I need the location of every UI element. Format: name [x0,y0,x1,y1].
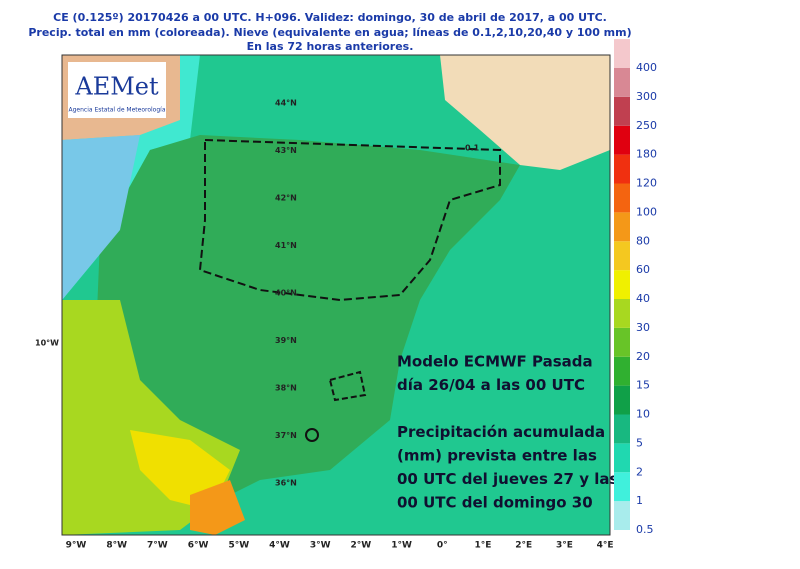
lat-label: 40°N [275,289,297,298]
annotation: (mm) prevista entre las [397,447,597,465]
france [440,55,610,170]
logo-subtitle: Agencia Estatal de Meteorología [69,107,166,114]
lat-label: 38°N [275,384,297,393]
legend-label: 300 [636,90,657,103]
lon-label: 4°E [597,541,614,551]
legend-label: 40 [636,292,650,305]
legend-swatch [614,443,630,473]
galicia [62,135,140,300]
snow-contour [328,370,367,402]
logo-name: AEMet [74,73,159,101]
legend-swatch [614,356,630,386]
contour-label: 0.1 [465,144,480,153]
annotation: 00 UTC del domingo 30 [397,494,593,512]
legend-swatch [614,414,630,444]
lon-label: 2°W [351,541,372,551]
legend-label: 1 [636,494,643,507]
lon-label: 8°W [106,541,127,551]
lon-label: 3°E [556,541,573,551]
legend-label: 180 [636,148,657,161]
legend-label: 100 [636,205,657,218]
logo-box [68,62,166,118]
legend-swatch [614,472,630,502]
lon-label: 3°W [310,541,331,551]
legend-swatch [614,39,630,68]
lon-label: 1°W [391,541,412,551]
lat-label: 43°N [275,146,297,155]
legend-swatch [614,212,630,242]
strait [190,480,245,535]
legend-swatch [614,154,630,184]
map-frame [61,54,611,536]
lon-label: 9°W [66,541,87,551]
legend-label: 0.5 [636,523,654,536]
legend-label: 120 [636,177,657,190]
legend-swatch [614,327,630,357]
legend-swatch [614,501,630,530]
legend-label: 5 [636,436,643,449]
legend-swatch [614,68,630,97]
lon-label: 6°W [188,541,209,551]
logo: AEMet Agencia Estatal de Meteorología [68,62,166,118]
legend-label: 15 [636,379,650,392]
lat-label: 37°N [275,431,297,440]
lon-label: 0° [437,541,448,551]
lon-label: 2°E [515,541,532,551]
lon-label: 10°W [35,339,59,348]
legend-label: 20 [636,350,650,363]
lon-label: 5°W [228,541,249,551]
legend-swatch [614,385,630,415]
legend-label: 250 [636,119,657,132]
lon-label: 7°W [147,541,168,551]
annotation: día 26/04 a las 00 UTC [397,376,585,394]
lat-label: 36°N [275,479,297,488]
lat-label: 42°N [275,194,297,203]
legend-swatch [614,299,630,328]
header-line: Precip. total en mm (coloreada). Nieve (… [28,26,631,39]
legend-swatch [614,125,630,155]
snow-contour [198,138,501,302]
legend-label: 10 [636,408,650,421]
lon-label: 1°E [475,541,492,551]
lat-label: 41°N [275,241,297,250]
snow-contour [305,428,319,442]
header-line: En las 72 horas anteriores. [247,40,414,53]
lat-label: 44°N [275,99,297,108]
annotation: 00 UTC del jueves 27 y las [397,470,618,488]
legend-label: 2 [636,465,643,478]
legend-swatch [614,270,630,299]
lat-label: 39°N [275,336,297,345]
legend-swatch [614,96,630,126]
legend-swatch [614,183,630,213]
annotation: Precipitación acumulada [397,423,605,441]
legend-label: 80 [636,234,650,247]
legend-label: 30 [636,321,650,334]
legend-swatch [614,241,630,271]
iberia [95,135,520,500]
annotation: Modelo ECMWF Pasada [397,353,593,371]
header-line: CE (0.125º) 20170426 a 00 UTC. H+096. Va… [53,11,607,24]
lon-label: 4°W [269,541,290,551]
legend-label: 60 [636,263,650,276]
map [61,54,611,536]
legend-label: 400 [636,61,657,74]
